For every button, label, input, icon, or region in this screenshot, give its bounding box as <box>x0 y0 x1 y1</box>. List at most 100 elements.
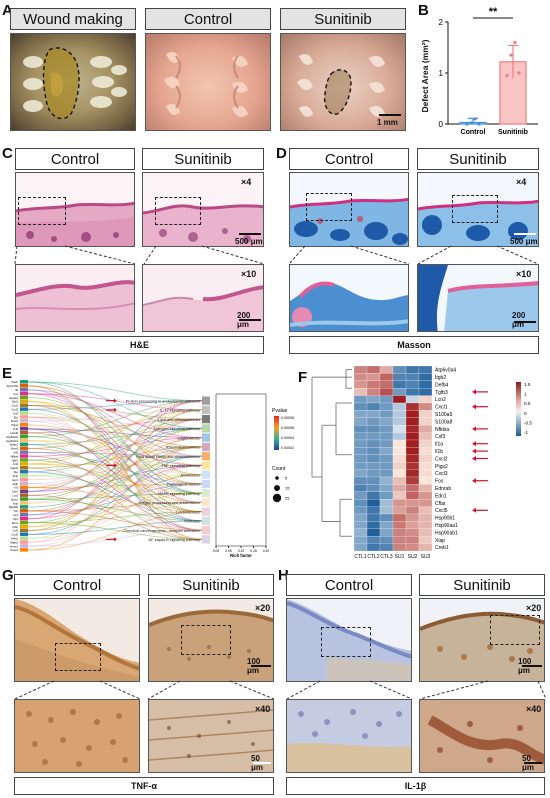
e-pathway-label: Pertussis <box>184 520 200 524</box>
e-xlabel: Rich factor <box>230 553 252 558</box>
e-gene-label: Irf1 <box>14 486 18 490</box>
he-scalebar-bottom-label: 200 μm <box>237 311 251 329</box>
f-cell <box>392 447 407 455</box>
e-count-title: Count <box>272 466 286 472</box>
f-cell <box>379 410 394 418</box>
f-cell <box>405 417 420 426</box>
f-cell <box>366 365 381 374</box>
panel-label-c: C <box>2 145 13 162</box>
f-colorbar <box>516 382 521 436</box>
f-cell <box>418 373 433 381</box>
e-flow <box>27 467 203 540</box>
e-gene-label: Ptgs2 <box>11 423 18 427</box>
e-flow <box>27 471 203 522</box>
e-gene-block <box>20 466 28 470</box>
f-cell <box>392 499 407 507</box>
e-flow <box>27 446 203 524</box>
tnf-control-x20-drawing <box>15 599 139 681</box>
f-cell <box>353 447 368 455</box>
e-flow <box>27 400 203 465</box>
masson-mag-x4: ×4 <box>516 177 527 187</box>
f-cell <box>392 365 407 374</box>
e-xtick-label: 0.15 <box>250 549 257 553</box>
tnf-scalebar-bottom-label: 50 μm <box>251 754 264 772</box>
e-flow <box>27 400 203 410</box>
f-cell <box>418 417 433 426</box>
e-gene-block <box>20 509 28 513</box>
f-cell <box>418 439 433 448</box>
e-gene-label: Dnajb1 <box>10 443 19 447</box>
panel-label-g: G <box>2 567 14 584</box>
f-cell <box>366 380 381 389</box>
e-gene-label: Nfkbia <box>11 454 19 458</box>
e-flow <box>27 464 203 492</box>
e-gene-block <box>20 407 28 411</box>
e-pathway-label: Amoebiasis <box>180 473 200 477</box>
masson-scalebar-top <box>514 233 536 235</box>
e-gene-label: Tnfa <box>13 427 19 431</box>
e-flow <box>27 440 203 476</box>
b-point <box>509 53 513 57</box>
e-gene-label: Nos2 <box>12 400 19 404</box>
f-cell <box>366 543 381 552</box>
e-flow <box>27 498 203 522</box>
e-gene-block <box>20 446 28 450</box>
e-flow <box>27 393 203 411</box>
f-cell <box>366 513 381 522</box>
panel-h-header-sunitinib: Sunitinib <box>419 574 545 596</box>
f-cell <box>379 521 394 529</box>
masson-mag-x10: ×10 <box>516 269 532 279</box>
f-cell <box>405 402 420 411</box>
e-gene-label: Csf3 <box>13 529 19 533</box>
f-cell <box>366 469 381 478</box>
f-row-arrowhead <box>472 448 476 454</box>
control-wound-drawing <box>164 52 248 117</box>
e-gene-block <box>20 540 28 544</box>
e-gene-label: Mapk3 <box>10 540 18 544</box>
e-flow <box>27 428 203 531</box>
f-row-label: Lcn2 <box>435 397 446 403</box>
b-point <box>465 122 469 126</box>
e-flow <box>27 427 203 445</box>
he-scalebar-bottom <box>239 319 261 321</box>
f-cell <box>353 380 368 389</box>
e-flow <box>27 385 203 540</box>
e-xtick-label: 0.10 <box>238 549 245 553</box>
masson-sunitinib-x10: ×10 200 μm <box>417 264 539 332</box>
f-row-label: Ednrab <box>435 486 451 492</box>
e-pathway-label: Leishmaniasis <box>176 510 200 514</box>
f-cell <box>353 476 368 485</box>
e-flow <box>27 381 203 494</box>
f-cell <box>353 521 368 529</box>
e-pvalue-tick: 0.00008 <box>281 416 294 420</box>
f-row-arrowhead <box>472 478 476 484</box>
f-cell <box>418 499 433 507</box>
e-flow <box>27 389 203 522</box>
f-cell <box>392 380 407 389</box>
e-gene-label: Myc <box>13 517 18 521</box>
e-gene-label: Hspa8 <box>11 431 19 435</box>
il1b-control-x20 <box>286 598 412 682</box>
e-pvalue-colorbar <box>274 416 279 450</box>
f-cell <box>418 513 433 522</box>
e-pathway-arrowhead <box>114 463 117 468</box>
f-row-label: Edn1 <box>435 493 447 499</box>
b-ytick-label: 0 <box>439 120 444 129</box>
f-cell <box>366 454 381 463</box>
f-cell <box>353 425 368 433</box>
f-cell <box>392 373 407 381</box>
e-gene-label: Ppp1r15a <box>7 384 19 388</box>
e-gene-block <box>20 512 28 517</box>
panel-a-header-sunitinib: Sunitinib <box>280 8 406 30</box>
f-cell <box>353 432 368 441</box>
panel-a-scalebar-label: 1 mm <box>377 118 398 127</box>
e-pathway-block <box>202 470 210 479</box>
f-cell <box>366 462 381 470</box>
e-gene-block <box>20 434 28 439</box>
f-cell <box>418 476 433 485</box>
il1b-sunitinib-x20: ×20 100 μm <box>419 598 545 682</box>
e-pathway-block <box>202 498 210 507</box>
f-row-label: Hsp90b1 <box>435 516 455 522</box>
e-flow <box>27 455 203 535</box>
f-cell <box>405 395 420 404</box>
